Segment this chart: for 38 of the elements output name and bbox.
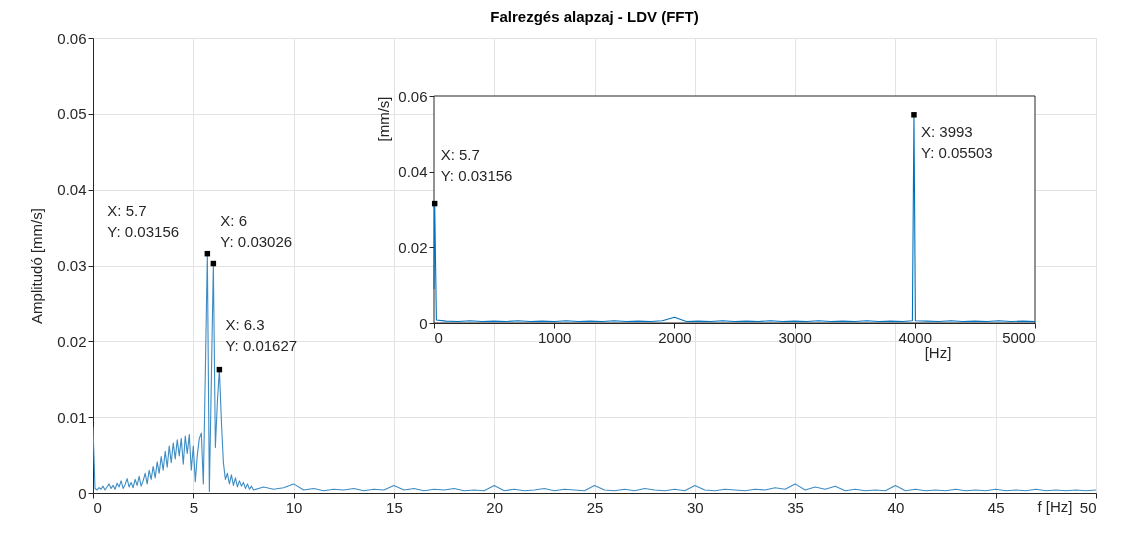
x-tick-label: 3000	[778, 328, 812, 346]
annotation: X: 5.7 Y: 0.03156	[440, 145, 513, 184]
x-tick-label: 5	[189, 498, 198, 516]
x-tick-label: 50	[1079, 498, 1097, 516]
y-tick-label: 0.06	[398, 87, 428, 105]
y-tick-label: 0.03	[57, 257, 87, 274]
x-tick-label: 0	[434, 328, 443, 346]
x-tick-label: 0	[93, 498, 102, 516]
x-tick-label: 25	[586, 498, 604, 516]
annotation: X: 6.3 Y: 0.01627	[225, 315, 298, 354]
x-tick-label: 5000	[1002, 328, 1036, 346]
y-axis-title: Amplitudó [mm/s]	[28, 208, 46, 324]
annotation: X: 6 Y: 0.03026	[220, 211, 293, 250]
x-axis-title: f [Hz]	[1037, 497, 1073, 515]
y-tick-label: 0.02	[57, 332, 87, 350]
x-tick-label: 20	[486, 498, 504, 516]
x-tick-label: 35	[787, 498, 804, 516]
y-tick-label: 0.02	[398, 238, 428, 256]
y-tick-label: 0	[78, 484, 87, 502]
annotation: X: 5.7 Y: 0.03156	[107, 201, 180, 240]
y-tick-label: 0.05	[57, 105, 87, 123]
x-tick-label: 4000	[898, 328, 932, 346]
y-tick-label: 0.06	[57, 29, 87, 47]
x-tick-label: 30	[686, 498, 704, 516]
x-tick-label: 40	[887, 498, 905, 516]
x-axis-title: [Hz]	[924, 343, 952, 361]
x-tick-label: 15	[386, 498, 403, 516]
y-axis-title: [mm/s]	[375, 96, 393, 142]
x-tick-label: 45	[987, 498, 1005, 516]
x-tick-label: 1000	[538, 328, 572, 346]
y-tick-label: 0.01	[57, 408, 87, 426]
chart-title: Falrezgés alapzaj - LDV (FFT)	[490, 8, 699, 25]
y-tick-label: 0	[419, 314, 428, 332]
y-tick-label: 0.04	[398, 163, 428, 181]
y-tick-label: 0.04	[57, 181, 87, 199]
x-tick-label: 10	[285, 498, 303, 516]
x-tick-label: 2000	[658, 328, 692, 346]
annotation: X: 3993 Y: 0.05503	[920, 122, 993, 161]
